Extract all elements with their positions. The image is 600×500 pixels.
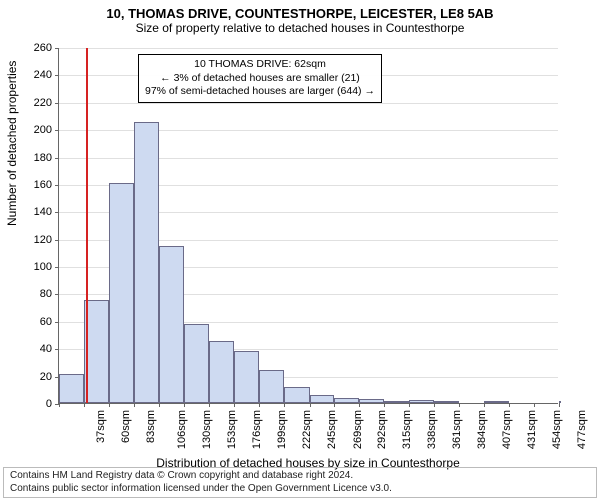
ytick-label: 40 <box>24 343 52 355</box>
histogram-bar <box>409 400 434 403</box>
annotation-line: 97% of semi-detached houses are larger (… <box>145 85 375 99</box>
chart-subtitle: Size of property relative to detached ho… <box>0 21 600 35</box>
histogram-bar <box>209 341 234 403</box>
xtick-label: 315sqm <box>401 410 413 449</box>
ytick-mark <box>55 158 59 159</box>
chart-title: 10, THOMAS DRIVE, COUNTESTHORPE, LEICEST… <box>0 6 600 21</box>
xtick-mark <box>209 403 210 407</box>
xtick-mark <box>484 403 485 407</box>
histogram-bar <box>310 395 335 403</box>
ytick-label: 140 <box>24 206 52 218</box>
xtick-mark <box>409 403 410 407</box>
xtick-label: 361sqm <box>451 410 463 449</box>
gridline <box>59 48 558 49</box>
xtick-mark <box>234 403 235 407</box>
histogram-bar <box>159 246 184 403</box>
xtick-mark <box>384 403 385 407</box>
xtick-label: 477sqm <box>576 410 588 449</box>
xtick-label: 153sqm <box>226 410 238 449</box>
xtick-mark <box>310 403 311 407</box>
ytick-mark <box>55 294 59 295</box>
histogram-bar <box>484 401 509 403</box>
xtick-mark <box>534 403 535 407</box>
xtick-mark <box>59 403 60 407</box>
ytick-mark <box>55 185 59 186</box>
ytick-label: 60 <box>24 316 52 328</box>
ytick-mark <box>55 48 59 49</box>
ytick-label: 180 <box>24 152 52 164</box>
xtick-label: 269sqm <box>352 410 364 449</box>
y-axis-label: Number of detached properties <box>5 61 19 226</box>
histogram-bar <box>284 387 310 403</box>
xtick-label: 292sqm <box>377 410 389 449</box>
footer-line: Contains HM Land Registry data © Crown c… <box>10 470 590 483</box>
ytick-label: 220 <box>24 97 52 109</box>
xtick-mark <box>434 403 435 407</box>
footer-line: Contains public sector information licen… <box>10 483 590 496</box>
xtick-label: 130sqm <box>202 410 214 449</box>
annotation-line: 10 THOMAS DRIVE: 62sqm <box>145 58 375 72</box>
xtick-label: 83sqm <box>145 410 157 443</box>
xtick-label: 454sqm <box>551 410 563 449</box>
histogram-bar <box>109 183 134 403</box>
xtick-mark <box>334 403 335 407</box>
annotation-line: ← 3% of detached houses are smaller (21) <box>145 72 375 86</box>
ytick-mark <box>55 212 59 213</box>
ytick-mark <box>55 349 59 350</box>
ytick-mark <box>55 75 59 76</box>
xtick-mark <box>184 403 185 407</box>
histogram-bar <box>259 370 284 403</box>
xtick-mark <box>509 403 510 407</box>
annotation-box: 10 THOMAS DRIVE: 62sqm ← 3% of detached … <box>138 54 382 103</box>
ytick-label: 120 <box>24 234 52 246</box>
xtick-label: 176sqm <box>251 410 263 449</box>
ytick-label: 200 <box>24 124 52 136</box>
ytick-label: 80 <box>24 288 52 300</box>
ytick-label: 20 <box>24 371 52 383</box>
xtick-label: 384sqm <box>476 410 488 449</box>
xtick-label: 106sqm <box>176 410 188 449</box>
xtick-mark <box>259 403 260 407</box>
xtick-label: 60sqm <box>120 410 132 443</box>
ytick-label: 100 <box>24 261 52 273</box>
histogram-bar <box>434 401 459 403</box>
ytick-label: 0 <box>24 398 52 410</box>
histogram-bar <box>359 399 384 403</box>
ytick-label: 240 <box>24 69 52 81</box>
ytick-mark <box>55 130 59 131</box>
xtick-label: 199sqm <box>276 410 288 449</box>
xtick-mark <box>159 403 160 407</box>
xtick-label: 222sqm <box>301 410 313 449</box>
histogram-bar <box>384 401 409 403</box>
footer: Contains HM Land Registry data © Crown c… <box>3 467 597 498</box>
xtick-label: 37sqm <box>95 410 107 443</box>
histogram-bar <box>134 122 160 403</box>
xtick-label: 245sqm <box>326 410 338 449</box>
xtick-mark <box>559 403 560 407</box>
histogram-bar <box>234 351 259 403</box>
xtick-label: 407sqm <box>501 410 513 449</box>
xtick-mark <box>84 403 85 407</box>
xtick-mark <box>134 403 135 407</box>
ytick-mark <box>55 240 59 241</box>
xtick-label: 338sqm <box>426 410 438 449</box>
ytick-mark <box>55 267 59 268</box>
ytick-label: 160 <box>24 179 52 191</box>
xtick-mark <box>109 403 110 407</box>
ytick-label: 260 <box>24 42 52 54</box>
histogram-bar <box>184 324 209 403</box>
xtick-mark <box>284 403 285 407</box>
chart: 10 THOMAS DRIVE: 62sqm ← 3% of detached … <box>58 48 558 404</box>
xtick-label: 431sqm <box>527 410 539 449</box>
xtick-mark <box>359 403 360 407</box>
histogram-bar <box>334 398 359 403</box>
ytick-mark <box>55 103 59 104</box>
reference-line <box>86 48 88 403</box>
xtick-mark <box>459 403 460 407</box>
histogram-bar <box>59 374 84 403</box>
ytick-mark <box>55 322 59 323</box>
